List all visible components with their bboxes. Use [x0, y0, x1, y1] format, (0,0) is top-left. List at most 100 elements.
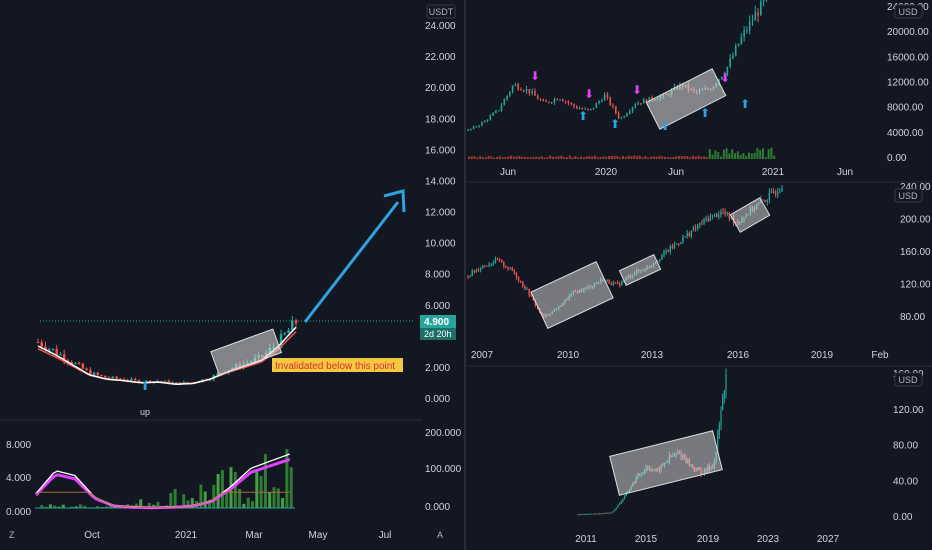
osc-bar: [233, 472, 237, 508]
mr-y-tick: 240.00: [900, 182, 931, 193]
mr-candle: [486, 265, 488, 267]
br-candle: [723, 389, 725, 404]
tr-vol-bar: [608, 155, 610, 159]
tr-candle: [642, 97, 645, 104]
mr-candle: [762, 198, 764, 201]
tr-down-arrow-icon: ⬇: [632, 83, 642, 97]
tr-vol-bar: [560, 155, 563, 159]
tr-candle: [478, 124, 480, 128]
left-y-tick: 16.000: [425, 145, 456, 156]
tr-vol-bar: [546, 157, 549, 159]
br-x-tick: 2015: [635, 534, 658, 545]
br-candle: [590, 513, 592, 515]
tr-vol-bar: [498, 156, 501, 159]
br-candle: [604, 512, 606, 514]
mr-candle: [673, 241, 676, 250]
mr-box-2: [618, 254, 662, 286]
osc-bar: [276, 488, 280, 508]
mr-candle: [661, 253, 663, 260]
br-candle: [597, 513, 599, 515]
tr-vol-bar: [568, 155, 571, 159]
left-candle: [55, 345, 58, 356]
osc-bar: [44, 506, 48, 508]
tr-vol-bar: [731, 149, 734, 159]
left-candle: [175, 382, 178, 384]
br-candle: [620, 500, 622, 504]
mr-candle: [503, 261, 505, 269]
osc-bar: [53, 505, 57, 508]
tr-vol-bar: [504, 156, 507, 159]
tr-candle: [542, 98, 545, 102]
mr-box-1: [530, 260, 614, 330]
tr-vol-bar: [554, 156, 557, 159]
mr-candle: [494, 256, 497, 264]
br-candle: [612, 511, 614, 513]
tr-vol-bar: [658, 155, 661, 159]
osc-bar: [246, 497, 250, 508]
tr-candle: [564, 100, 567, 104]
left-candle: [216, 371, 219, 376]
osc-bar: [40, 505, 44, 508]
br-y-tick: 80.00: [893, 441, 918, 452]
tr-candle: [573, 103, 575, 109]
up-arrow-icon: ⬆: [140, 379, 150, 393]
tr-candle: [562, 98, 564, 102]
tr-candle: [589, 108, 592, 111]
tr-unit-badge: [894, 4, 923, 19]
left-candle: [294, 318, 298, 329]
tr-vol-bar: [535, 156, 538, 159]
tr-candle: [584, 107, 586, 110]
osc-bar: [285, 449, 289, 508]
tr-vol-bar: [521, 156, 524, 159]
br-x-tick: 2023: [757, 534, 780, 545]
tr-vol-bar: [557, 156, 560, 159]
mr-candle: [777, 188, 779, 199]
mr-candle: [522, 280, 524, 288]
mr-candle: [718, 211, 720, 220]
tr-vol-bar: [725, 148, 728, 159]
tr-vol-bar: [524, 156, 526, 159]
tr-vol-bar: [515, 156, 518, 159]
tr-vol-bar: [669, 157, 672, 159]
mr-candle: [496, 257, 499, 261]
mr-candle: [519, 280, 522, 284]
corner-z[interactable]: Z: [9, 530, 15, 540]
mr-candle: [764, 199, 766, 203]
tr-candle: [539, 98, 542, 101]
tr-vol-bar: [468, 156, 470, 159]
osc-bar: [251, 501, 254, 508]
tr-vol-bar: [529, 157, 532, 159]
br-y-tick: 120.00: [893, 405, 924, 416]
invalidation-note: Invalidated below this point: [275, 361, 395, 372]
tr-candle: [489, 113, 492, 121]
tr-vol-bar: [664, 156, 666, 159]
tr-unit: USD: [898, 7, 918, 17]
tr-vol-bar: [764, 157, 767, 159]
tr-vol-bar: [661, 156, 664, 159]
tr-vol-bar: [594, 155, 596, 159]
left-y-tick: 10.000: [425, 239, 456, 250]
tr-vol-bar: [501, 157, 504, 159]
tr-vol-bar: [692, 155, 694, 159]
osc-bar: [216, 473, 220, 508]
mr-candle: [768, 188, 771, 204]
tr-vol-bar: [742, 153, 745, 159]
tr-vol-bar: [655, 156, 658, 159]
tr-candle: [545, 99, 547, 103]
mr-x-tick: 2016: [727, 350, 750, 361]
tr-candle: [567, 100, 570, 106]
mr-candle: [507, 266, 509, 272]
tr-x-tick: 2021: [762, 167, 785, 178]
left-x-tick: 2021: [175, 530, 198, 541]
osc-white-line: [35, 453, 290, 509]
tr-candle: [587, 108, 589, 111]
mr-candles: [467, 184, 783, 319]
tr-vol-bar: [510, 155, 512, 159]
osc-bar: [100, 506, 104, 508]
left-candle: [163, 380, 167, 382]
corner-a[interactable]: A: [437, 530, 443, 540]
tr-vol-bar: [582, 157, 585, 159]
tr-candle: [740, 32, 743, 46]
left-y-axis: 24.000 22.000 20.000 18.000 16.000 14.000 12.0…: [425, 21, 456, 405]
tr-candle: [751, 14, 754, 27]
